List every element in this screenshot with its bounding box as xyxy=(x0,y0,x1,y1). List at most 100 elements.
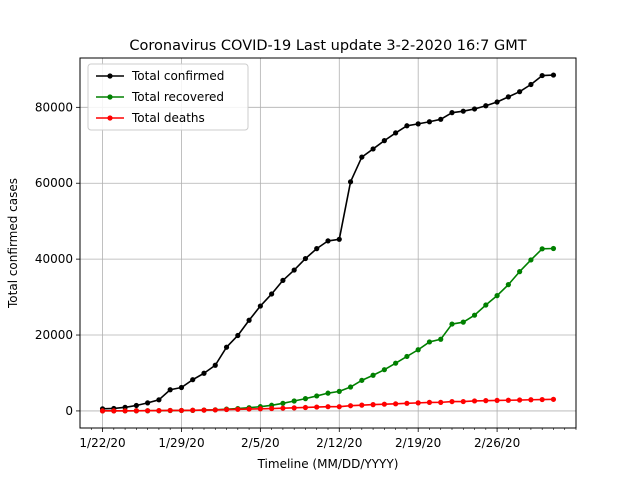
series-point xyxy=(449,321,455,327)
series-point xyxy=(145,400,151,406)
series-point xyxy=(291,398,297,404)
series-point xyxy=(111,408,117,414)
series-point xyxy=(336,404,342,410)
series-point xyxy=(359,377,365,383)
series-point xyxy=(314,246,320,252)
series-point xyxy=(426,399,433,405)
series-point xyxy=(539,246,545,252)
series-point xyxy=(246,317,252,323)
series-point xyxy=(505,397,511,403)
series-point xyxy=(528,397,534,403)
series-point xyxy=(415,121,421,127)
y-axis-label: Total confirmed cases xyxy=(6,178,20,309)
y-tick-label: 20000 xyxy=(35,328,73,342)
series-point xyxy=(550,72,557,78)
grid-lines xyxy=(80,58,576,428)
series-point xyxy=(280,405,286,411)
series-point xyxy=(257,303,263,309)
series-point xyxy=(426,119,433,125)
series-point xyxy=(235,406,241,412)
series-point xyxy=(167,387,173,393)
series-point xyxy=(178,384,185,391)
series-point xyxy=(471,106,478,112)
x-axis-ticks: 1/22/20 1/29/20 2/5/20 2/12/20 2/19/20 2/26/2… xyxy=(79,428,577,450)
legend-label: Total recovered xyxy=(131,90,224,104)
legend-swatch-marker xyxy=(107,115,113,121)
series-point xyxy=(212,362,218,368)
legend: Total confirmed Total recovered Total deat… xyxy=(87,63,249,131)
series-point xyxy=(539,396,545,403)
series-point xyxy=(359,402,365,408)
chart-title: Coronavirus COVID-19 Last update 3-2-202… xyxy=(129,38,526,54)
series-point xyxy=(438,336,444,342)
series-point xyxy=(235,332,241,339)
series-point xyxy=(438,116,444,122)
series-point xyxy=(325,390,331,396)
series-point xyxy=(483,103,489,109)
series-point xyxy=(347,403,354,409)
series-point xyxy=(302,255,309,262)
series-point xyxy=(517,269,523,275)
series-point xyxy=(325,404,331,410)
y-tick-label: 60000 xyxy=(35,176,73,190)
series-point xyxy=(460,319,466,325)
series-point xyxy=(133,408,139,414)
series-point xyxy=(404,123,410,129)
series-point xyxy=(415,400,421,406)
series-point xyxy=(539,72,545,79)
series-point xyxy=(291,405,297,411)
series-point xyxy=(517,397,523,403)
x-axis-label: Timeline (MM/DD/YYYY) xyxy=(257,457,399,471)
series-point xyxy=(178,407,185,414)
x-tick-label: 1/29/20 xyxy=(158,436,204,450)
series-point xyxy=(404,400,410,406)
series-point xyxy=(483,302,489,308)
series-point xyxy=(505,282,511,288)
series-point xyxy=(494,99,500,105)
series-point xyxy=(347,179,354,185)
series-point xyxy=(190,377,196,383)
series-point xyxy=(223,344,230,350)
series-point xyxy=(156,397,162,403)
series-point xyxy=(223,406,230,413)
series-point xyxy=(314,393,320,399)
series-point xyxy=(471,398,478,404)
series-point xyxy=(269,405,275,412)
series-point xyxy=(145,408,151,414)
series-point xyxy=(201,407,207,413)
series-point xyxy=(494,397,500,404)
legend-box xyxy=(87,63,249,131)
series-point xyxy=(449,398,455,405)
legend-label: Total confirmed xyxy=(131,69,224,83)
y-axis-ticks: 0 20000 40000 60000 80000 xyxy=(35,100,80,418)
series-point xyxy=(550,245,557,252)
series-point xyxy=(528,257,534,263)
series-point xyxy=(404,353,410,360)
series-point xyxy=(370,146,376,152)
series-point xyxy=(122,408,128,414)
series-point xyxy=(347,384,354,390)
series-point xyxy=(494,293,500,299)
series-point xyxy=(517,89,523,95)
series-point xyxy=(291,267,297,273)
x-tick-label: 2/19/20 xyxy=(395,436,441,450)
series-point xyxy=(550,396,557,402)
y-tick-label: 40000 xyxy=(35,252,73,266)
series-point xyxy=(336,236,342,242)
series-point xyxy=(460,108,466,114)
series-point xyxy=(280,400,286,406)
series-point xyxy=(325,238,331,244)
series-point xyxy=(370,372,376,378)
x-tick-label: 2/26/20 xyxy=(474,436,520,450)
series-point xyxy=(99,408,106,414)
y-tick-label: 80000 xyxy=(35,100,73,114)
series-point xyxy=(393,401,399,407)
series-point xyxy=(438,399,444,405)
series-point xyxy=(471,312,478,318)
series-point xyxy=(393,130,399,136)
series-point xyxy=(359,154,365,160)
series-point xyxy=(381,138,387,144)
legend-swatch-marker xyxy=(107,73,113,79)
series-point xyxy=(415,347,421,353)
